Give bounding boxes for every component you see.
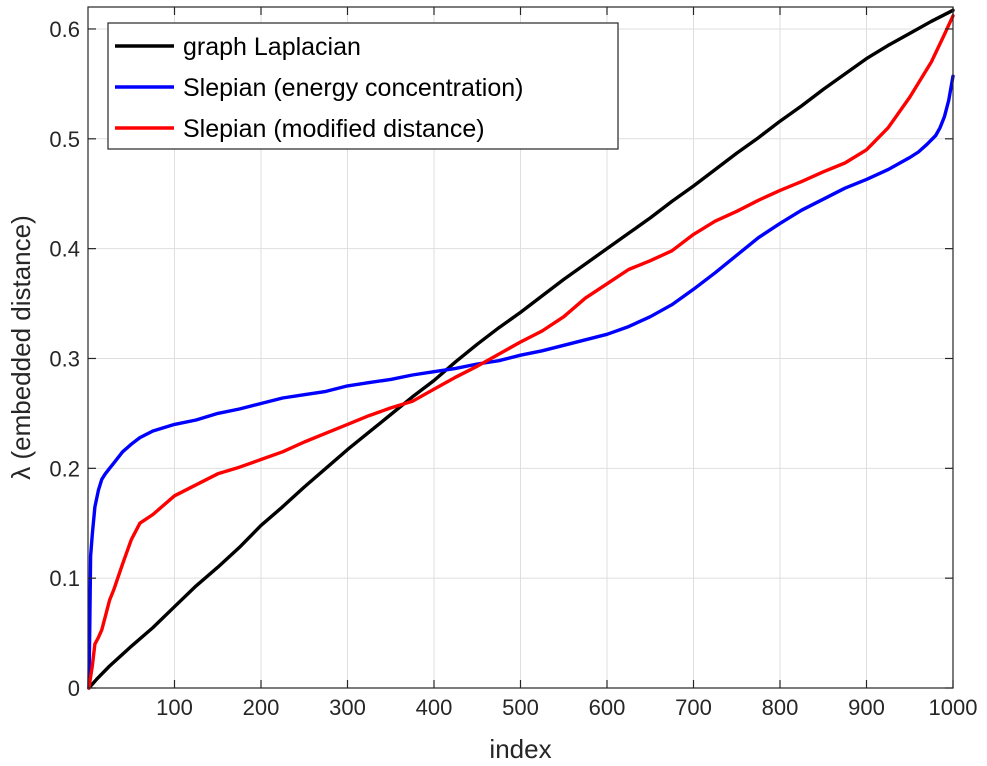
- legend-label-0: graph Laplacian: [183, 33, 361, 61]
- x-tick-label: 400: [416, 695, 453, 720]
- x-tick-label: 900: [848, 695, 885, 720]
- x-tick-label: 100: [156, 695, 193, 720]
- y-tick-label: 0: [68, 676, 80, 701]
- y-tick-label: 0.3: [49, 346, 80, 371]
- x-axis-label: index: [489, 734, 551, 764]
- series-line-2: [87, 14, 955, 690]
- x-tick-label: 500: [502, 695, 539, 720]
- x-tick-label: 800: [762, 695, 799, 720]
- y-tick-label: 0.1: [49, 566, 80, 591]
- legend-label-1: Slepian (energy concentration): [183, 74, 523, 102]
- x-tick-label: 300: [329, 695, 366, 720]
- series-lines: [87, 8, 955, 690]
- legend-box: [107, 22, 619, 150]
- y-axis-label: λ (embedded distance): [6, 215, 36, 479]
- legend: graph Laplacian Slepian (energy concentra…: [107, 22, 619, 150]
- series-line-1: [87, 74, 955, 690]
- legend-label-2: Slepian (modified distance): [183, 115, 485, 143]
- series-line-0: [87, 8, 955, 690]
- y-tick-label: 0.6: [49, 17, 80, 42]
- y-axis-ticks: 0 0.1 0.2 0.3 0.4 0.5 0.6: [49, 17, 953, 701]
- x-tick-label: 1000: [929, 695, 978, 720]
- x-tick-label: 600: [589, 695, 626, 720]
- x-tick-label: 700: [675, 695, 712, 720]
- x-tick-label: 200: [243, 695, 280, 720]
- y-tick-label: 0.4: [49, 237, 80, 262]
- y-tick-label: 0.5: [49, 127, 80, 152]
- x-axis-ticks: 100 200 300 400 500 600 700 800 900 1000: [156, 7, 977, 720]
- y-tick-label: 0.2: [49, 456, 80, 481]
